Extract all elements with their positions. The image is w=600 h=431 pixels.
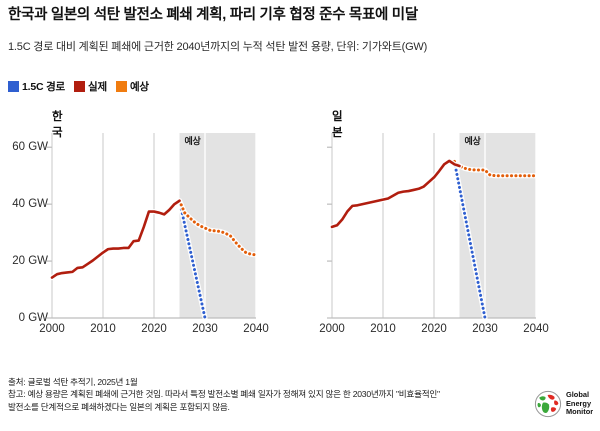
forecast-band [459,133,536,318]
forecast-band-label: 예상 [461,135,484,149]
chart-svg-0 [47,133,259,321]
legend-swatch-pathway [8,81,19,92]
x-tick-label-2030: 2030 [472,323,498,335]
y-tick-label-40: 40 GW [12,198,48,211]
legend-item-projected: 예상 [115,79,149,94]
chart-svg-1 [327,133,539,321]
x-tick-label-2010: 2010 [370,323,396,335]
y-tick-label-60: 60 GW [12,141,48,154]
chart-title-japan: 일본 [332,111,343,139]
footnote-note-1: 참고: 예상 용량은 계획된 폐쇄에 근거한 것임. 따라서 특정 발전소별 폐… [8,389,440,400]
legend-label-projected: 예상 [129,81,149,93]
forecast-band [179,133,256,318]
x-tick-label-2040: 2040 [523,323,549,335]
series-line-actual [330,159,461,229]
x-tick-label-2000: 2000 [39,323,65,335]
forecast-band-label: 예상 [181,135,204,149]
chart-title-korea: 한국 [52,111,63,139]
legend-swatch-projected [115,81,127,92]
page-title: 한국과 일본의 석탄 발전소 폐쇄 계획, 파리 기후 협정 준수 목표에 미달 [8,7,418,23]
footnote-note-2: 발전소를 단계적으로 폐쇄하겠다는 일본의 계획은 포함되지 않음. [8,401,230,412]
x-tick-label-2030: 2030 [192,323,218,335]
legend-item-actual: 실제 [74,79,107,94]
series-line-projected [452,159,538,178]
plot-area-korea: 0 GW 20 GW 40 GW 60 GW 2000 2010 2020 2030 2040 예… [12,133,269,335]
legend-item-pathway: 1.5C 경로 [8,79,65,94]
y-tick-label-20: 20 GW [12,255,48,268]
legend-swatch-actual [74,81,86,92]
x-tick-label-2010: 2010 [90,323,116,335]
logo-text: Global Energy Monitor [566,389,594,417]
footnote: 출처: 글로벌 석탄 추적기, 2025년 1월 참고: 예상 용량은 계획된 … [8,376,523,413]
x-tick-label-2020: 2020 [141,323,167,335]
x-tick-label-2040: 2040 [243,323,269,335]
series-line-pathway [452,159,487,320]
series-line-projected [178,199,258,257]
legend-label-actual: 실제 [88,81,107,93]
footnote-source: 출처: 글로벌 석탄 추적기, 2025년 1월 [8,377,138,387]
legend: 1.5C 경로 실제 예상 [8,79,149,94]
series-line-pathway [178,199,207,320]
y-tick-label-0: 0 GW [18,312,48,324]
page-subtitle: 1.5C 경로 대비 계획된 폐쇄에 근거한 2040년까지의 누적 석탄 발전… [8,41,428,53]
x-tick-label-2020: 2020 [421,323,447,335]
x-tick-label-2000: 2000 [319,323,345,335]
global-energy-monitor-logo: Global Energy Monitor [534,389,596,419]
globe-icon [534,390,562,418]
legend-label-pathway: 1.5C 경로 [22,81,66,93]
series-line-actual [50,199,181,279]
